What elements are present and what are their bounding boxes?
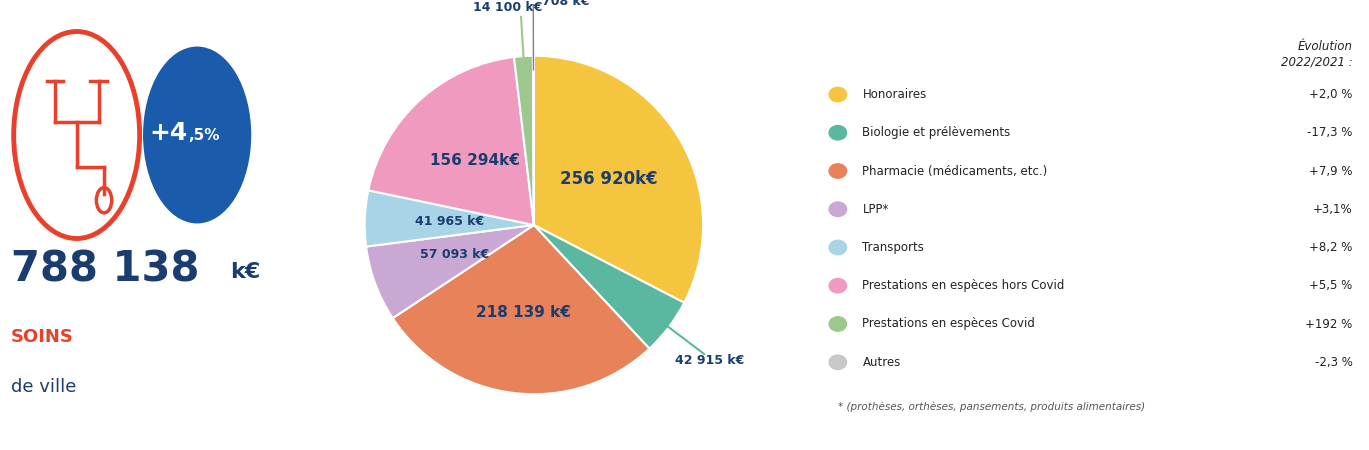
Text: de ville: de ville bbox=[11, 378, 77, 396]
Text: Pharmacie (médicaments, etc.): Pharmacie (médicaments, etc.) bbox=[862, 165, 1047, 177]
Text: 788 138: 788 138 bbox=[11, 249, 200, 291]
Text: 14 100 k€: 14 100 k€ bbox=[472, 0, 542, 13]
Text: +7,9 %: +7,9 % bbox=[1309, 165, 1353, 177]
Text: k€: k€ bbox=[230, 262, 260, 282]
Wedge shape bbox=[364, 190, 534, 247]
Text: 156 294k€: 156 294k€ bbox=[430, 153, 519, 167]
Text: +4: +4 bbox=[149, 121, 188, 145]
Text: -2,3 %: -2,3 % bbox=[1314, 356, 1353, 369]
Text: -17,3 %: -17,3 % bbox=[1307, 126, 1353, 139]
Circle shape bbox=[830, 202, 846, 216]
Text: Autres: Autres bbox=[862, 356, 901, 369]
Text: Transports: Transports bbox=[862, 241, 924, 254]
Text: +192 %: +192 % bbox=[1305, 318, 1353, 330]
Text: Prestations en espèces hors Covid: Prestations en espèces hors Covid bbox=[862, 279, 1065, 292]
Text: 42 915 k€: 42 915 k€ bbox=[675, 355, 743, 367]
Circle shape bbox=[830, 126, 846, 140]
Text: Prestations en espèces Covid: Prestations en espèces Covid bbox=[862, 318, 1035, 330]
Wedge shape bbox=[368, 57, 534, 225]
Circle shape bbox=[830, 355, 846, 369]
Text: +2,0 %: +2,0 % bbox=[1309, 88, 1353, 101]
Wedge shape bbox=[393, 225, 649, 394]
Text: +5,5 %: +5,5 % bbox=[1309, 279, 1353, 292]
Text: * (prothèses, orthèses, pansements, produits alimentaires): * (prothèses, orthèses, pansements, prod… bbox=[838, 402, 1144, 413]
Text: +8,2 %: +8,2 % bbox=[1309, 241, 1353, 254]
Wedge shape bbox=[534, 225, 684, 349]
Text: 218 139 k€: 218 139 k€ bbox=[476, 305, 571, 320]
Wedge shape bbox=[513, 56, 534, 225]
Text: 41 965 k€: 41 965 k€ bbox=[415, 215, 485, 228]
Text: Biologie et prélèvements: Biologie et prélèvements bbox=[862, 126, 1010, 139]
Circle shape bbox=[830, 164, 846, 178]
Text: Honoraires: Honoraires bbox=[862, 88, 927, 101]
Circle shape bbox=[830, 87, 846, 102]
Circle shape bbox=[830, 317, 846, 331]
Text: 708 k€: 708 k€ bbox=[542, 0, 589, 8]
Text: +3,1%: +3,1% bbox=[1313, 203, 1353, 216]
Text: 256 920k€: 256 920k€ bbox=[560, 170, 658, 188]
Wedge shape bbox=[366, 225, 534, 318]
Circle shape bbox=[144, 47, 251, 223]
Text: ,5%: ,5% bbox=[189, 127, 220, 143]
Text: SOINS: SOINS bbox=[11, 328, 74, 346]
Wedge shape bbox=[534, 56, 704, 303]
Text: LPP*: LPP* bbox=[862, 203, 888, 216]
Circle shape bbox=[830, 279, 846, 293]
Text: 57 093 k€: 57 093 k€ bbox=[420, 248, 489, 261]
Circle shape bbox=[830, 240, 846, 255]
Text: Évolution
2022/2021 :: Évolution 2022/2021 : bbox=[1281, 40, 1353, 68]
